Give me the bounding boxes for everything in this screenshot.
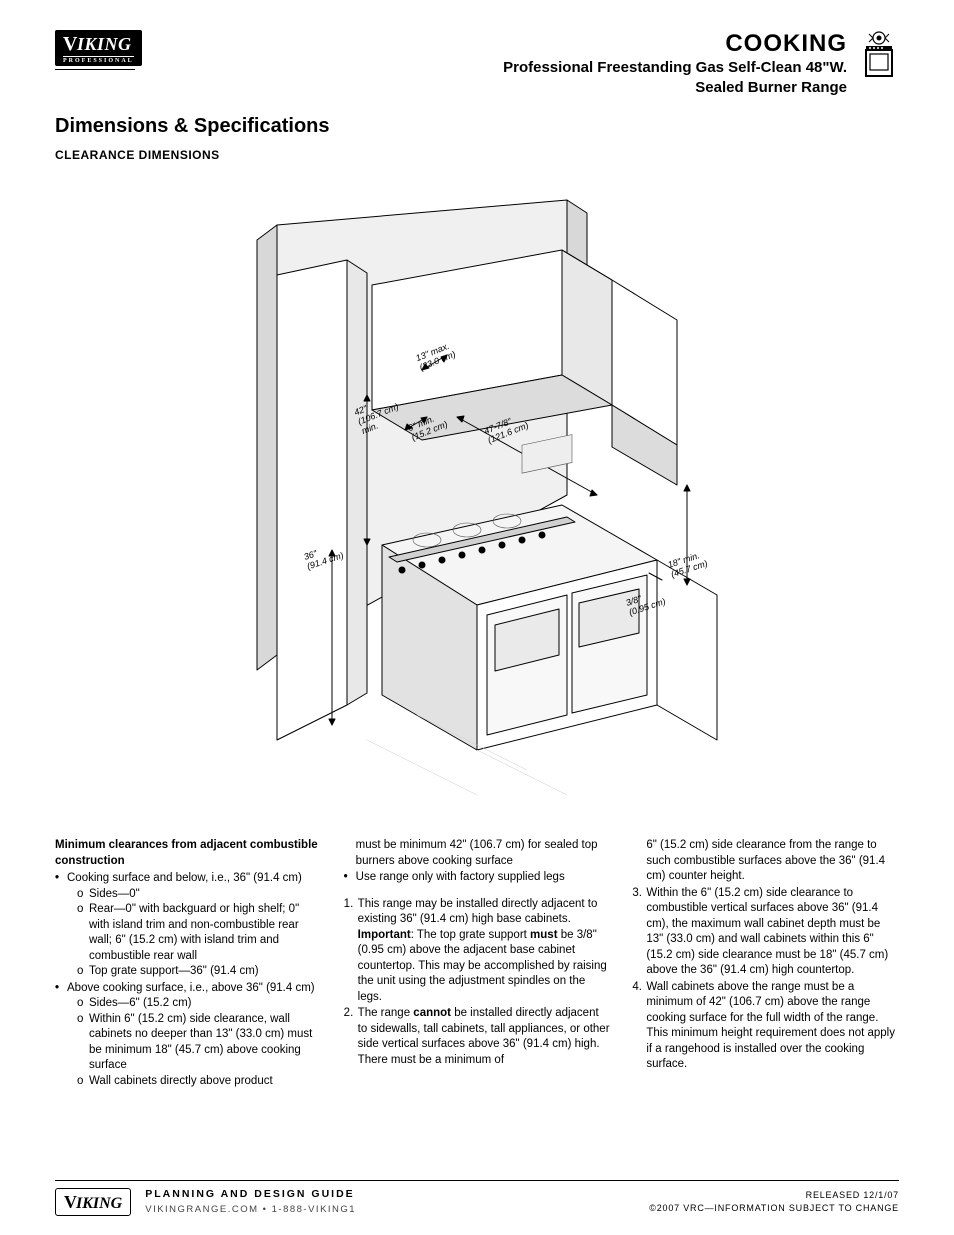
n1-important: Important [358,929,411,941]
col2-n2: 2. The range cannot be installed directl… [344,1006,611,1068]
section-title: Dimensions & Specifications [55,115,899,138]
category-title: COOKING [503,30,847,58]
section-subtitle: CLEARANCE DIMENSIONS [55,148,899,162]
n2a: The range [358,1007,414,1019]
footer-mid: PLANNING AND DESIGN GUIDE VIKINGRANGE.CO… [145,1187,356,1217]
footer-copyright: ©2007 VRC—INFORMATION SUBJECT TO CHANGE [649,1202,899,1216]
col2-b3: Use range only with factory supplied leg… [344,870,611,886]
col1-b2s3: Wall cabinets directly above product [67,1074,322,1090]
column-2: must be minimum 42" (106.7 cm) for seale… [344,838,611,1090]
col1-b1s1: Sides—0" [67,887,322,903]
col1-b2s1: Sides—6" (15.2 cm) [67,996,322,1012]
footer-right: RELEASED 12/1/07 ©2007 VRC—INFORMATION S… [649,1189,899,1216]
col3-n4: 4.Wall cabinets above the range must be … [632,980,899,1073]
col2-cont1: must be minimum 42" (106.7 cm) for seale… [344,838,611,869]
logo-text: IKING [63,34,134,54]
footer-released: RELEASED 12/1/07 [649,1189,899,1203]
footer-contact: VIKINGRANGE.COM • 1-888-VIKING1 [145,1203,356,1217]
column-1: Minimum clearances from adjacent combust… [55,838,322,1090]
col1-b1s2: Rear—0" with backguard or high shelf; 0"… [67,902,322,964]
spec-columns: Minimum clearances from adjacent combust… [55,838,899,1090]
n3-text: Within the 6" (15.2 cm) side clearance t… [646,887,888,977]
col3-n3: 3.Within the 6" (15.2 cm) side clearance… [632,886,899,979]
clearance-diagram: 13" max. (33.0 cm) 42" (106.7 cm) min. 6… [55,170,899,820]
range-icon [859,30,899,80]
col1-b2-text: Above cooking surface, i.e., above 36" (… [67,982,315,994]
product-line-1: Professional Freestanding Gas Self-Clean… [503,58,847,78]
header-right: COOKING Professional Freestanding Gas Se… [162,30,899,97]
col1-heading: Minimum clearances from adjacent combust… [55,838,322,869]
col1-b1: Cooking surface and below, i.e., 36" (91… [55,871,322,980]
footer-viking-logo: IKING [55,1188,131,1216]
viking-logo: IKING PROFESSIONAL [55,30,142,66]
page-header: IKING PROFESSIONAL COOKING Professional … [55,30,899,97]
logo-underline [55,69,135,70]
col1-b1s3: Top grate support—36" (91.4 cm) [67,964,322,980]
logo-subtext: PROFESSIONAL [63,56,134,64]
logo-block: IKING PROFESSIONAL [55,30,142,70]
footer-guide: PLANNING AND DESIGN GUIDE [145,1187,356,1203]
header-titles: COOKING Professional Freestanding Gas Se… [503,30,847,97]
footer-left: IKING PLANNING AND DESIGN GUIDE VIKINGRA… [55,1187,356,1217]
col2-n1: 1. This range may be installed directly … [344,897,611,1006]
col1-b1-text: Cooking surface and below, i.e., 36" (91… [67,872,302,884]
n1b: : The top grate support [411,929,530,941]
col3-cont2: 6" (15.2 cm) side clearance from the ran… [632,838,899,885]
n4-text: Wall cabinets above the range must be a … [646,981,895,1071]
n2-cannot: cannot [413,1007,451,1019]
col1-b2s2: Within 6" (15.2 cm) side clearance, wall… [67,1012,322,1074]
product-line-2: Sealed Burner Range [503,78,847,98]
n1a: This range may be installed directly adj… [358,898,598,926]
column-3: 6" (15.2 cm) side clearance from the ran… [632,838,899,1090]
col1-b2: Above cooking surface, i.e., above 36" (… [55,981,322,1090]
page-footer: IKING PLANNING AND DESIGN GUIDE VIKINGRA… [55,1180,899,1217]
n1-must: must [530,929,557,941]
